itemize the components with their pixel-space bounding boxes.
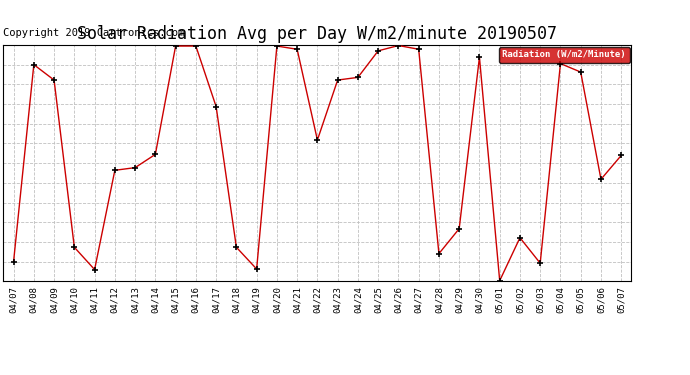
Title: Solar Radiation Avg per Day W/m2/minute 20190507: Solar Radiation Avg per Day W/m2/minute … bbox=[77, 26, 558, 44]
Text: Copyright 2019 Cartronics.com: Copyright 2019 Cartronics.com bbox=[3, 28, 185, 38]
Legend: Radiation (W/m2/Minute): Radiation (W/m2/Minute) bbox=[499, 47, 629, 63]
